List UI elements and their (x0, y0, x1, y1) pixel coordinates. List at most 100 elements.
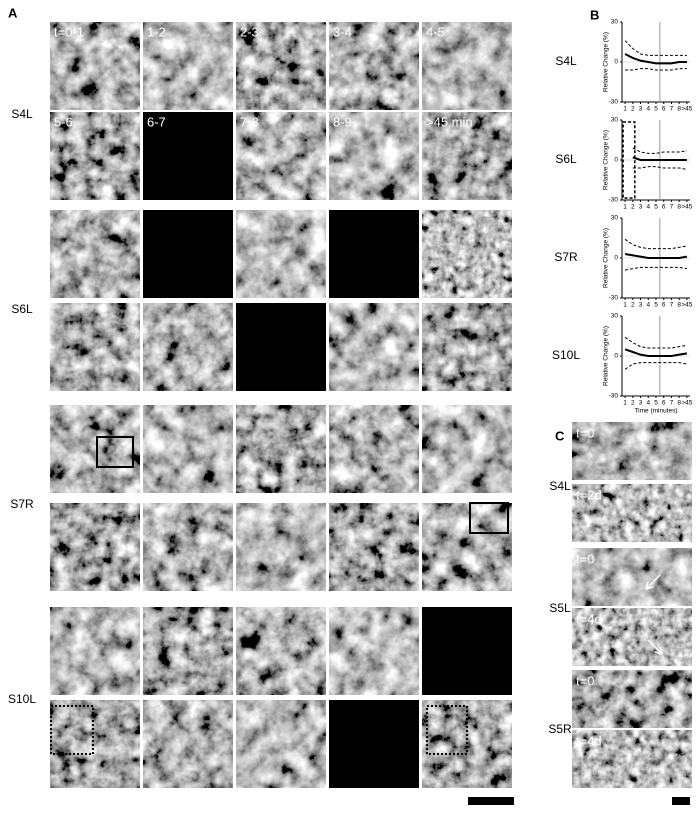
scale-bar (468, 797, 514, 805)
y-axis-label: Relative Change (%) (603, 326, 610, 386)
time-label: t=0 (576, 673, 594, 688)
x-tick-label: 3 (639, 400, 643, 407)
upper-line (632, 147, 687, 154)
micrograph (236, 607, 326, 695)
time-label: 5-6 (54, 114, 73, 129)
micrograph (572, 484, 692, 542)
x-tick-label: 3 (639, 204, 643, 211)
time-label: 1-2 (147, 24, 166, 39)
time-label: t=4d (576, 611, 602, 626)
micrograph (422, 112, 512, 200)
x-tick-label: >45 (681, 106, 692, 113)
micrograph (143, 303, 233, 391)
micrograph (329, 405, 419, 493)
time-label: t=4d (576, 733, 602, 748)
y-tick-label: 30 (611, 117, 619, 124)
x-tick-label: 5 (654, 106, 658, 113)
mean-line (624, 253, 688, 259)
micrograph (50, 607, 140, 695)
x-tick-label: 2 (631, 302, 635, 309)
micrograph (572, 548, 692, 606)
y-tick-label: 0 (614, 157, 618, 164)
y-tick-label: 0 (614, 59, 618, 66)
row-label: S10L (8, 692, 36, 706)
micrograph (143, 405, 233, 493)
micrograph (572, 608, 692, 666)
overlays (50, 436, 509, 755)
blank-image (236, 303, 326, 391)
blank-image (329, 700, 419, 788)
time-label: t=0 (576, 551, 594, 566)
row-label: S4L (549, 479, 571, 493)
roi-box (50, 705, 94, 755)
roi-box (469, 502, 509, 534)
row-label: S10L (552, 348, 580, 362)
x-tick-label: 8 (677, 302, 681, 309)
micrograph (422, 503, 512, 591)
micrograph (236, 22, 326, 110)
time-label: 2-3 (240, 24, 259, 39)
micrograph (422, 303, 512, 391)
micrograph (143, 607, 233, 695)
time-label: t=0-1 (54, 24, 84, 39)
x-tick-label: 5 (654, 204, 658, 211)
time-label: t=2d (576, 487, 602, 502)
blank-image (329, 210, 419, 298)
arrow (647, 639, 663, 655)
time-label: >45 min (426, 114, 473, 129)
row-label: S5R (548, 722, 572, 736)
micrograph (50, 503, 140, 591)
micrograph (50, 22, 140, 110)
micrograph (236, 405, 326, 493)
panel-label: B (590, 7, 599, 22)
x-tick-label: 8 (677, 400, 681, 407)
x-tick-label: >45 (681, 204, 692, 211)
time-label: 3-4 (333, 24, 352, 39)
roi-box (96, 436, 134, 468)
upper-line (624, 40, 687, 56)
row-label: S7R (554, 250, 578, 264)
y-axis-label: Relative Change (%) (603, 32, 610, 92)
lower-line (632, 166, 687, 170)
y-axis-label: Relative Change (%) (603, 228, 610, 288)
x-tick-label: 1 (623, 204, 627, 211)
roi-box (426, 705, 468, 755)
micrograph (422, 210, 512, 298)
y-tick-label: -30 (609, 295, 619, 302)
x-tick-label: 5 (654, 400, 658, 407)
y-tick-label: 0 (614, 255, 618, 262)
upper-line (624, 336, 687, 349)
mean-line (632, 156, 687, 161)
lower-line (624, 362, 687, 370)
x-tick-label: 4 (646, 400, 650, 407)
x-tick-label: 3 (639, 302, 643, 309)
blank-image (143, 210, 233, 298)
y-tick-label: -30 (609, 393, 619, 400)
row-label: S6L (555, 152, 577, 166)
micrograph (329, 303, 419, 391)
y-tick-label: -30 (609, 99, 619, 106)
micrograph (50, 112, 140, 200)
micrograph (572, 730, 692, 788)
time-label: 7-8 (240, 114, 259, 129)
panel-label: C (555, 428, 565, 443)
time-label: 4-5 (426, 24, 445, 39)
row-label: S4L (11, 107, 33, 121)
row-label: S5L (549, 601, 571, 615)
micrograph (236, 700, 326, 788)
panel-label: A (8, 5, 18, 20)
blank-image (422, 607, 512, 695)
micrograph (143, 700, 233, 788)
x-tick-label: 7 (670, 204, 674, 211)
x-tick-label: 3 (639, 106, 643, 113)
micrograph (329, 22, 419, 110)
x-tick-label: 6 (662, 106, 666, 113)
y-tick-label: 30 (611, 215, 619, 222)
y-tick-label: 30 (611, 313, 619, 320)
x-tick-label: 5 (654, 302, 658, 309)
x-tick-label: 8 (677, 204, 681, 211)
x-tick-label: >45 (681, 400, 692, 407)
x-tick-label: 7 (670, 106, 674, 113)
excluded-box (622, 121, 636, 199)
y-tick-label: 0 (614, 353, 618, 360)
